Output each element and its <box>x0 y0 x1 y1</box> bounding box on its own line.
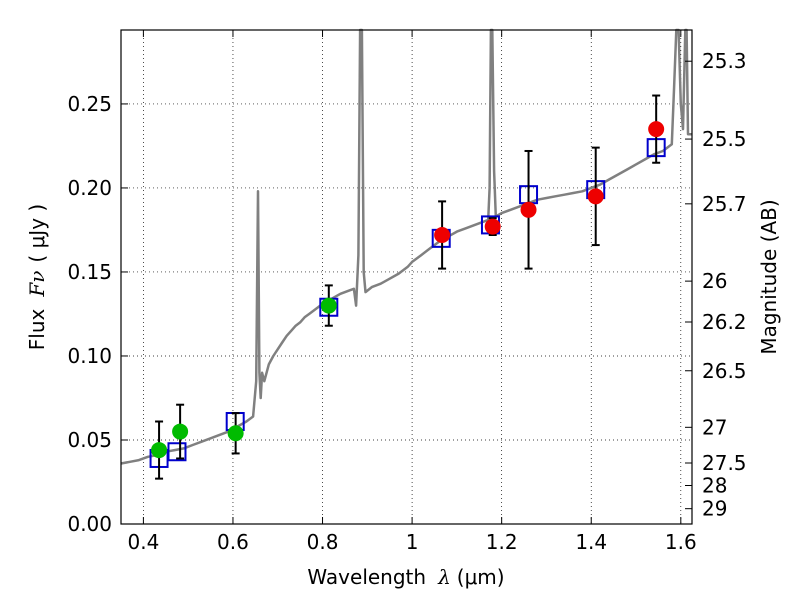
right-tick-label: 25.7 <box>702 192 747 216</box>
right-tick-label: 25.5 <box>702 127 747 151</box>
observed-photometry-markers <box>151 121 665 459</box>
photometry-point <box>434 226 451 243</box>
right-axis-label: Magnitude (AB) <box>757 199 781 354</box>
y-axis-label: Flux Fν ( μJy ) <box>25 204 49 350</box>
right-tick-label: 26 <box>702 269 727 293</box>
x-tick-label: 1.2 <box>486 530 518 554</box>
x-tick-label: 0.4 <box>127 530 159 554</box>
right-tick-label: 28 <box>702 474 727 498</box>
y-tick-label: 0.25 <box>67 92 112 116</box>
y-tick-label: 0.00 <box>67 512 112 536</box>
photometry-point <box>648 121 665 138</box>
x-tick-label: 0.6 <box>217 530 249 554</box>
x-tick-label: 1.6 <box>665 530 697 554</box>
y-axis-label-unit: ( μJy ) <box>25 204 49 263</box>
y-tick-label: 0.15 <box>67 260 112 284</box>
y-axis-label-text: Flux <box>25 308 49 350</box>
right-tick-label: 26.2 <box>702 310 747 334</box>
y-tick-label: 0.20 <box>67 176 112 200</box>
x-tick-label: 1.4 <box>575 530 607 554</box>
right-tick-label: 27.5 <box>702 451 747 475</box>
photometry-point <box>172 423 189 440</box>
y-tick-label: 0.10 <box>67 344 112 368</box>
photometry-point <box>227 425 244 442</box>
right-tick-label: 26.5 <box>702 359 747 383</box>
x-tick-label: 1 <box>406 530 419 554</box>
x-axis-label: Wavelength λ (μm) <box>307 565 504 589</box>
plot-frame <box>120 29 693 525</box>
y-axis-label-symbol: Fν <box>25 271 49 298</box>
x-axis-label-unit: (μm) <box>457 565 505 589</box>
photometry-point <box>151 442 168 459</box>
photometry-point <box>520 201 537 218</box>
right-tick-label: 27 <box>702 415 727 439</box>
x-axis-label-symbol: λ <box>437 565 451 589</box>
spectrum-line <box>120 28 692 465</box>
model-photometry-square <box>167 442 187 462</box>
right-tick-label: 29 <box>702 497 727 521</box>
x-axis-label-text: Wavelength <box>307 565 426 589</box>
photometry-point <box>484 218 501 235</box>
y-tick-label: 0.05 <box>67 428 112 452</box>
x-axis-ticks: 0.4 0.6 0.8 1 1.2 1.4 1.6 <box>127 30 697 554</box>
photometry-point <box>320 297 337 314</box>
right-tick-label: 25.3 <box>702 49 747 73</box>
model-spectrum <box>120 28 692 465</box>
x-tick-label: 0.8 <box>307 530 339 554</box>
plot-background <box>121 30 692 524</box>
y-axis-ticks: 0.00 0.05 0.10 0.15 0.20 0.25 <box>67 92 128 536</box>
photometry-point <box>587 188 604 205</box>
